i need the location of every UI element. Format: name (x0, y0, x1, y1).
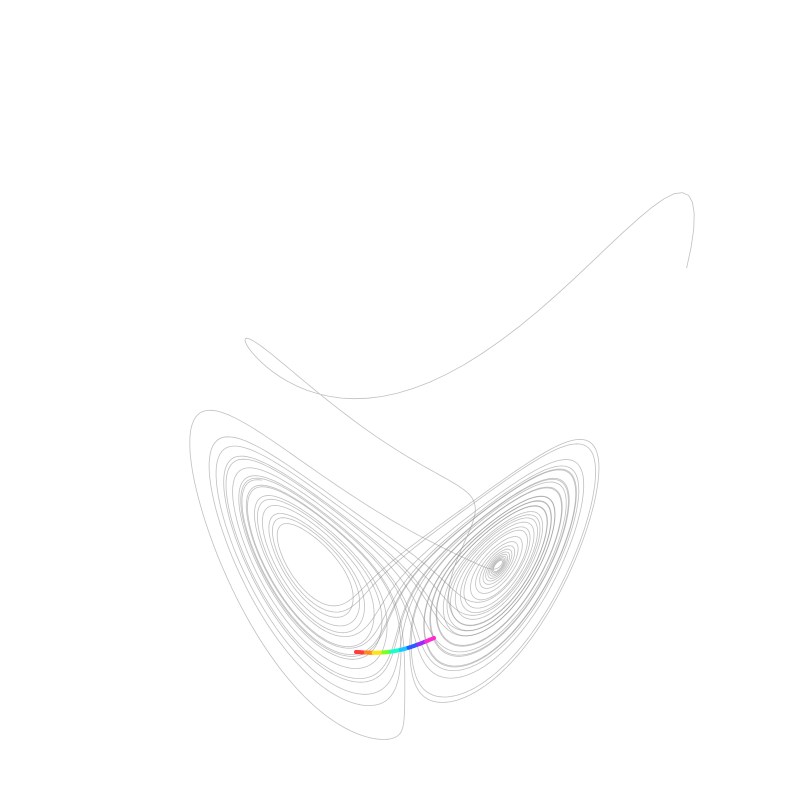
trajectory-path-segment (223, 455, 570, 683)
trajectory-path-segment (482, 548, 513, 582)
trajectory-path-segment (247, 443, 597, 697)
trajectory-path-segment (245, 465, 580, 740)
trajectory-path-segment (189, 409, 506, 739)
highlight-arc-segment (430, 636, 436, 641)
trajectory-path-segment (470, 529, 528, 601)
trajectory-path-segment (208, 436, 538, 706)
trajectory-path-segment (305, 438, 600, 703)
trajectory-path-segment (244, 192, 695, 698)
trajectory-trail (189, 192, 695, 740)
highlighted-segment (354, 636, 436, 655)
trajectory-path-segment (225, 458, 577, 677)
trajectory-path-segment (240, 459, 585, 679)
trajectory-path-segment (238, 475, 383, 660)
